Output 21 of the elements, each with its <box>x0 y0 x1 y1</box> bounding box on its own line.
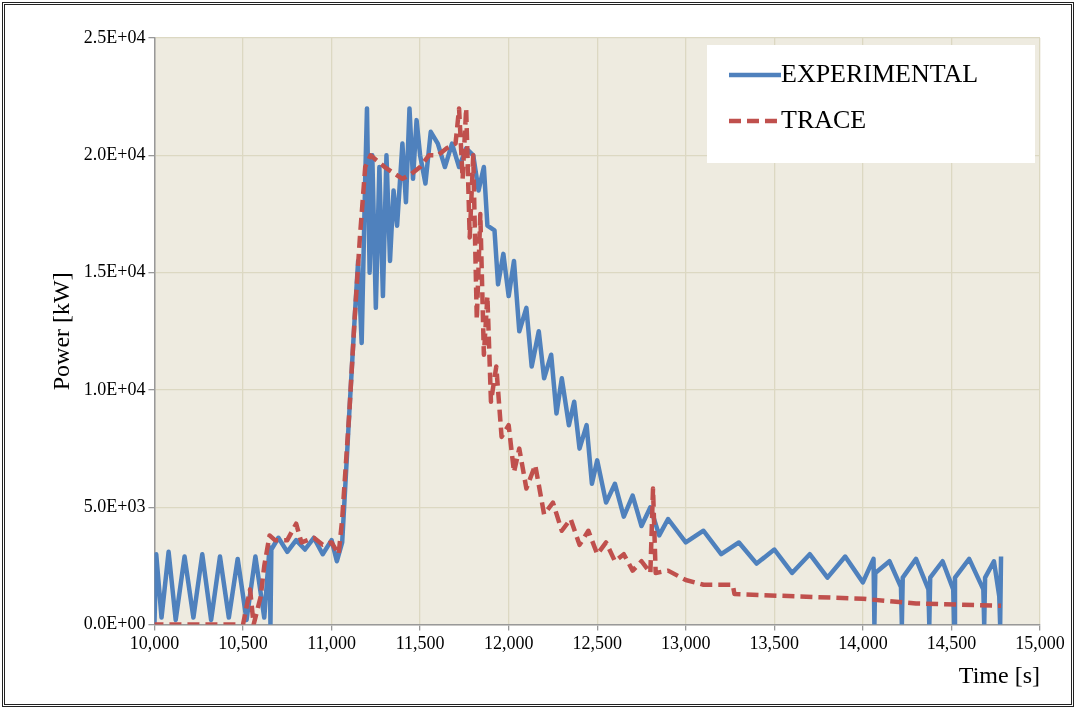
x-tick-label: 14,000 <box>838 633 888 654</box>
x-tick-label: 12,000 <box>483 633 534 654</box>
x-tick-label: 14,500 <box>926 633 977 654</box>
y-tick-label: 2.5E+04 <box>83 26 146 47</box>
y-tick-label: 2.0E+04 <box>83 144 146 165</box>
y-tick-label: 5.0E+03 <box>83 496 146 517</box>
x-tick-label: 11,000 <box>307 633 356 654</box>
x-tick-label: 10,000 <box>129 633 180 654</box>
x-tick-label: 15,000 <box>1015 633 1065 654</box>
x-tick-label: 13,500 <box>749 633 800 654</box>
x-tick-label: 13,000 <box>661 633 711 654</box>
x-tick-label: 10,500 <box>218 633 268 654</box>
x-axis-title: Time [s] <box>958 661 1040 688</box>
x-tick-label: 12,500 <box>572 633 622 654</box>
legend-label: TRACE <box>781 104 867 134</box>
y-tick-label: 1.0E+04 <box>83 378 146 399</box>
y-axis-title: Power [kW] <box>47 272 74 391</box>
legend-label: EXPERIMENTAL <box>781 58 979 88</box>
x-tick-label: 11,500 <box>395 633 445 654</box>
y-tick-label: 1.5E+04 <box>83 261 146 282</box>
y-tick-label: 0.0E+00 <box>83 613 146 634</box>
